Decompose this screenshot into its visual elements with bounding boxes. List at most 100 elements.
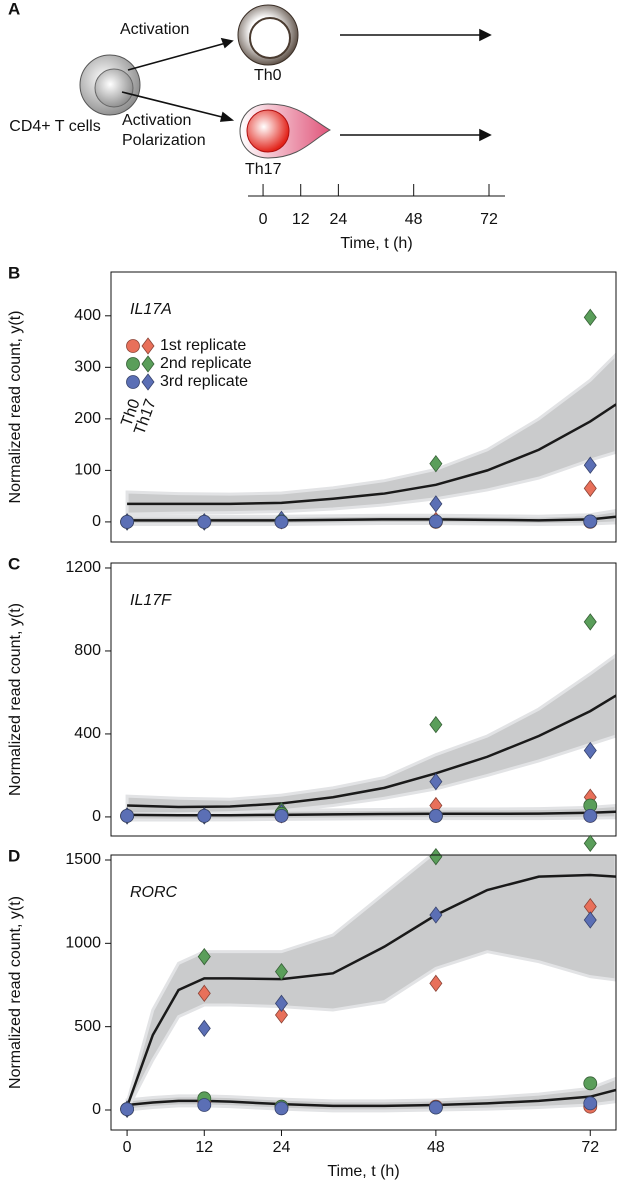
x-axis-label: Time, t (h) xyxy=(327,1163,399,1180)
panel-letter: C xyxy=(8,554,20,573)
y-tick-label: 800 xyxy=(74,642,101,659)
data-point xyxy=(274,808,289,823)
legend-marker xyxy=(126,375,140,389)
timeline-tick-label: 72 xyxy=(480,211,498,228)
data-point xyxy=(197,984,211,1002)
panel-letter: D xyxy=(8,846,20,865)
plot-area xyxy=(125,855,616,1113)
data-point xyxy=(197,1019,211,1037)
data-point xyxy=(274,963,288,981)
data-point xyxy=(274,994,288,1012)
y-tick-label: 400 xyxy=(74,725,101,742)
y-axis-label: Normalized read count, y(t) xyxy=(7,896,24,1089)
plot-area xyxy=(125,653,616,822)
data-point xyxy=(428,808,443,823)
gene-title: RORC xyxy=(130,884,178,901)
timeline-tick-label: 12 xyxy=(292,211,310,228)
confidence-band xyxy=(125,855,616,1111)
data-point xyxy=(583,479,597,498)
x-tick-label: 0 xyxy=(123,1139,132,1156)
data-point xyxy=(428,1100,443,1115)
data-point xyxy=(428,514,443,529)
arrows xyxy=(121,28,492,142)
data-point xyxy=(429,772,443,791)
confidence-band xyxy=(125,352,616,516)
legend-marker xyxy=(126,357,140,371)
y-tick-label: 1500 xyxy=(65,851,101,868)
y-tick-label: 200 xyxy=(74,410,101,427)
data-point xyxy=(120,808,134,823)
timeline-label: Time, t (h) xyxy=(340,235,412,252)
fit-line xyxy=(125,873,616,1108)
timeline-tick-label: 24 xyxy=(329,211,347,228)
confidence-band xyxy=(125,653,616,816)
y-tick-label: 500 xyxy=(74,1018,101,1035)
y-tick-label: 0 xyxy=(92,513,101,530)
data-point xyxy=(429,715,443,734)
legend-marker xyxy=(126,339,140,353)
th0-nucleus xyxy=(249,17,291,59)
data-point xyxy=(429,455,443,473)
data-point xyxy=(120,515,134,529)
data-point xyxy=(197,948,211,966)
confidence-band xyxy=(125,804,616,822)
y-tick-label: 1000 xyxy=(65,935,101,952)
data-point xyxy=(583,741,597,760)
data-point xyxy=(583,834,597,852)
data-point xyxy=(274,1006,288,1024)
legend-marker xyxy=(141,373,155,391)
y-tick-label: 300 xyxy=(74,359,101,376)
data-point xyxy=(583,308,597,327)
fit-line xyxy=(126,1088,616,1108)
data-point xyxy=(583,808,598,823)
th17-nucleus xyxy=(246,109,290,153)
plot-area xyxy=(125,352,616,526)
data-point xyxy=(429,906,443,924)
cd4-nucleus xyxy=(94,68,134,108)
y-tick-label: 0 xyxy=(92,808,101,825)
data-point xyxy=(583,456,597,474)
y-tick-label: 0 xyxy=(92,1101,101,1118)
x-tick-label: 72 xyxy=(581,1139,599,1156)
timeline-tick-label: 0 xyxy=(259,211,268,228)
panel: C Normalized read count, y(t) IL17F 0 400 800… xyxy=(7,554,617,837)
x-tick-label: 12 xyxy=(195,1139,213,1156)
charts: B Normalized read count, y(t) IL17A 0 100 200… xyxy=(7,263,617,1180)
data-point xyxy=(274,515,289,529)
panel-letter: A xyxy=(8,0,20,18)
x-tick-label: 48 xyxy=(427,1139,445,1156)
legend-label: 2nd replicate xyxy=(160,355,252,372)
y-tick-label: 400 xyxy=(74,307,101,324)
data-point xyxy=(429,848,443,866)
data-point xyxy=(583,613,597,631)
target-label: Th17 xyxy=(245,161,282,178)
legend-marker xyxy=(141,355,155,373)
arrow-label: Polarization xyxy=(122,132,206,149)
plot-frame xyxy=(110,271,617,543)
data-point xyxy=(429,974,443,992)
fit-line xyxy=(127,810,616,817)
panel-letter: B xyxy=(8,263,20,282)
data-point xyxy=(274,1101,289,1116)
fit-line xyxy=(127,403,616,506)
y-tick-label: 1200 xyxy=(65,559,101,576)
fit-line xyxy=(127,694,616,809)
data-point xyxy=(583,514,598,529)
data-point xyxy=(197,1098,212,1112)
arrow-label: Activation xyxy=(120,21,189,38)
fit-line xyxy=(127,515,616,522)
legend-label: 3rd replicate xyxy=(160,373,248,390)
arrow-label: Activation xyxy=(122,112,191,129)
data-point xyxy=(583,911,597,929)
plot-frame xyxy=(110,562,617,837)
gene-title: IL17A xyxy=(130,301,172,318)
data-point xyxy=(429,495,443,513)
plot-frame xyxy=(110,854,617,1131)
data-point xyxy=(583,1096,598,1111)
data-point xyxy=(197,808,212,823)
legend-label: 1st replicate xyxy=(160,337,246,354)
x-tick-label: 24 xyxy=(273,1139,291,1156)
y-tick-label: 100 xyxy=(74,462,101,479)
data-point xyxy=(197,515,212,529)
